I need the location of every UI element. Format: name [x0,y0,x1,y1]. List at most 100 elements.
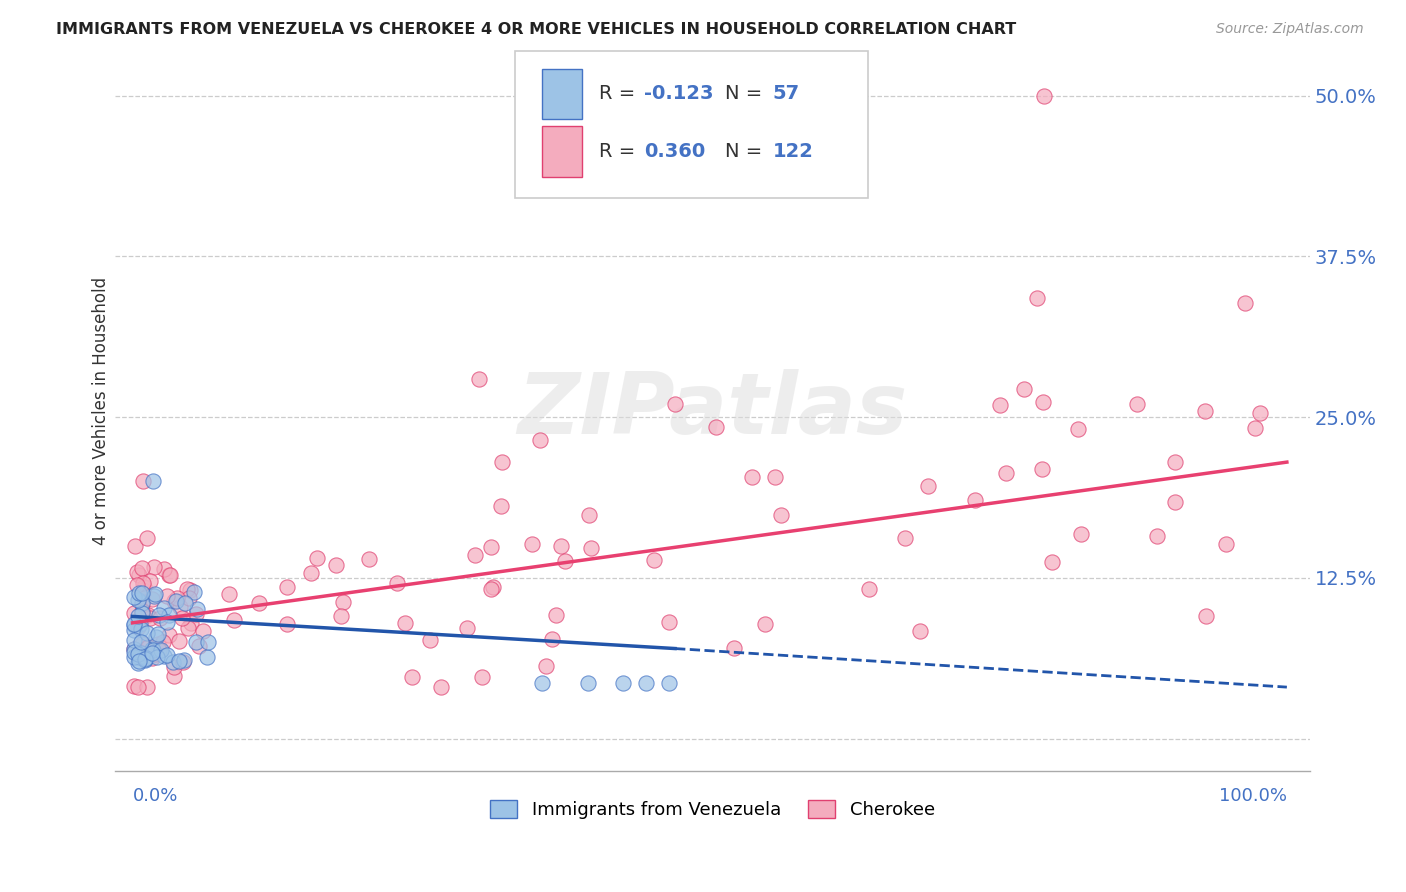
Point [247,596,270,610]
Point [529,433,551,447]
Point [169,599,191,614]
Point [224,613,246,627]
Point [148,643,170,657]
Point [122,650,145,665]
Point [546,607,568,622]
Point [489,500,512,514]
Point [122,617,145,632]
Point [522,537,544,551]
Point [332,595,354,609]
Point [122,623,145,637]
Text: 0.0%: 0.0% [132,788,179,805]
Point [180,616,202,631]
Text: N =: N = [724,85,768,103]
Point [145,630,167,644]
Point [578,676,600,690]
Point [141,651,163,665]
Point [763,469,786,483]
Point [127,647,149,661]
Point [167,633,190,648]
Point [186,602,208,616]
Point [152,649,174,664]
Point [1249,406,1271,420]
Point [578,508,600,522]
Point [534,658,557,673]
Point [142,559,165,574]
Point [554,553,576,567]
Point [135,680,157,694]
Point [1194,404,1216,418]
Point [165,593,187,607]
Point [162,655,184,669]
Point [142,643,165,657]
Point [150,642,173,657]
Text: R =: R = [599,85,641,103]
Point [127,620,149,634]
Point [127,609,149,624]
Point [994,467,1017,481]
Point [195,650,218,665]
Point [125,565,148,579]
Point [177,591,200,605]
Point [173,596,195,610]
Point [1244,421,1267,435]
Point [132,474,155,488]
Point [531,676,554,690]
Point [187,640,209,654]
Point [330,609,353,624]
Point [1067,422,1090,436]
Point [149,611,172,625]
Point [908,624,931,638]
Point [471,670,494,684]
Text: IMMIGRANTS FROM VENEZUELA VS CHEROKEE 4 OR MORE VEHICLES IN HOUSEHOLD CORRELATIO: IMMIGRANTS FROM VENEZUELA VS CHEROKEE 4 … [56,22,1017,37]
Point [131,606,153,620]
FancyBboxPatch shape [516,51,868,198]
Point [1014,382,1036,396]
Point [143,647,166,661]
Point [479,540,502,554]
Point [197,635,219,649]
Point [122,606,145,620]
Point [401,670,423,684]
Point [636,676,658,690]
Point [134,652,156,666]
FancyBboxPatch shape [541,127,582,177]
Text: 100.0%: 100.0% [1219,788,1286,805]
Point [754,617,776,632]
Point [177,621,200,635]
Point [142,475,165,489]
Point [299,566,322,581]
Point [132,582,155,597]
Text: Source: ZipAtlas.com: Source: ZipAtlas.com [1216,22,1364,37]
Point [1025,291,1047,305]
Point [128,645,150,659]
Point [142,590,165,604]
Point [129,634,152,648]
Point [131,604,153,618]
Point [136,607,159,622]
Point [1040,555,1063,569]
Point [128,568,150,582]
Point [122,642,145,657]
Point [325,558,347,572]
Point [156,648,179,662]
Point [153,562,176,576]
Point [1195,609,1218,624]
Point [136,625,159,640]
Text: 122: 122 [772,142,813,161]
Point [176,582,198,597]
Text: R =: R = [599,142,641,161]
Point [131,560,153,574]
Point [128,649,150,664]
Point [128,654,150,668]
Point [657,615,679,630]
Point [122,632,145,647]
Point [127,680,149,694]
Point [166,591,188,605]
Point [134,653,156,667]
Point [858,582,880,596]
Point [184,607,207,621]
Point [1033,88,1056,103]
Point [183,585,205,599]
Point [139,574,162,589]
